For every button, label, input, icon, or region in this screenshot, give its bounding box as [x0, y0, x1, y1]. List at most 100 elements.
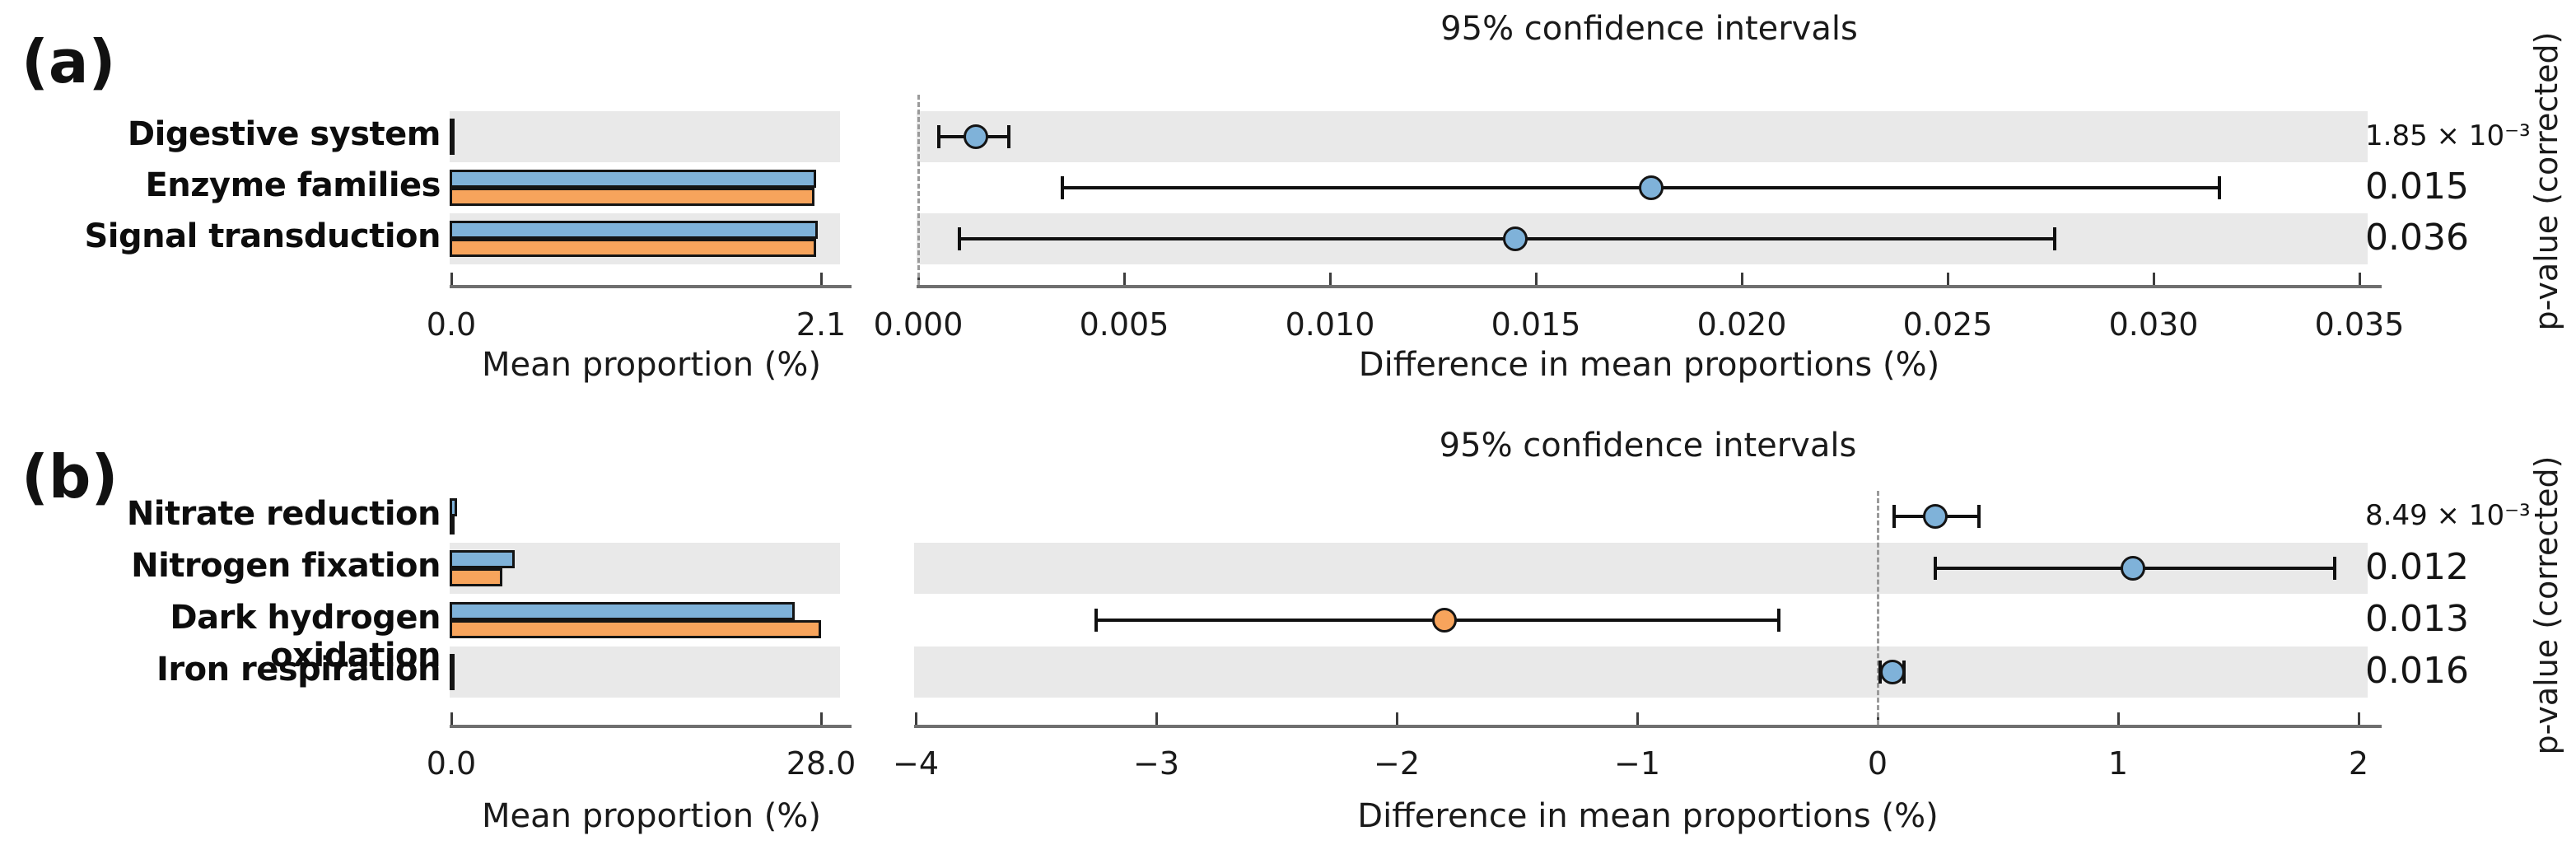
mean-axis-tick-label: 28.0 — [786, 745, 856, 782]
category-label: Nitrate reduction — [126, 495, 441, 533]
mean-bar-blue — [450, 550, 515, 568]
row-band — [450, 647, 840, 698]
ci-cap-high — [2332, 557, 2336, 580]
ci-mean-dot — [1923, 504, 1948, 529]
diff-axis-tick-label: −2 — [1373, 745, 1421, 782]
confidence-interval-title: 95% confidence intervals — [1439, 427, 1857, 465]
ci-cap-low — [937, 125, 940, 148]
diff-axis-tick — [1396, 712, 1398, 725]
row-band — [450, 111, 840, 162]
ci-mean-dot — [1432, 608, 1458, 633]
ci-cap-high — [1777, 609, 1781, 632]
mean-bar-orange — [450, 672, 455, 690]
mean-bar-blue — [450, 602, 795, 620]
diff-axis-tick — [1535, 273, 1538, 285]
diff-axis-tick — [2153, 273, 2155, 285]
mean-bar-blue — [450, 221, 818, 239]
ci-cap-low — [1061, 176, 1064, 199]
diff-axis-line — [914, 725, 2382, 728]
diff-axis-tick — [2117, 712, 2120, 725]
ci-cap-low — [1094, 609, 1098, 632]
zero-reference-line — [1877, 491, 1879, 725]
ci-cap-high — [1007, 125, 1010, 148]
diff-axis-tick-label: 0.035 — [2314, 306, 2405, 343]
mean-bar-blue — [450, 119, 455, 137]
row-band — [917, 111, 2368, 162]
diff-axis-tick-label: 0.005 — [1079, 306, 1169, 343]
category-label: Dark hydrogen oxidation — [170, 599, 441, 675]
diff-axis-tick-label: −4 — [892, 745, 940, 782]
diff-axis-tick-label: −3 — [1132, 745, 1180, 782]
mean-axis-line — [450, 725, 852, 728]
mean-axis-title: Mean proportion (%) — [482, 797, 821, 835]
p-value: 0.012 — [2365, 546, 2469, 588]
mean-axis-tick — [820, 273, 823, 285]
p-value: 0.015 — [2365, 166, 2469, 208]
diff-axis-tick-label: 0.025 — [1902, 306, 1993, 343]
mean-bar-blue — [450, 498, 457, 516]
mean-bar-orange — [450, 516, 455, 535]
diff-axis-tick-label: 0.010 — [1285, 306, 1375, 343]
diff-axis-tick-label: 1 — [2107, 745, 2129, 782]
p-value-axis-label: p-value (corrected) — [2528, 31, 2564, 331]
ci-cap-high — [2053, 227, 2056, 250]
diff-axis-tick-label: 0 — [1867, 745, 1888, 782]
mean-axis-title: Mean proportion (%) — [482, 346, 821, 384]
category-label: Signal transduction — [84, 217, 441, 255]
p-value: 1.85 × 10⁻³ — [2365, 119, 2531, 152]
category-label: Iron respiration — [156, 651, 441, 689]
diff-axis-tick — [1329, 273, 1332, 285]
panel-letter: (a) — [21, 27, 116, 96]
p-value-axis-label: p-value (corrected) — [2528, 455, 2564, 755]
diff-axis-tick — [1636, 712, 1639, 725]
ci-cap-high — [1976, 505, 1981, 528]
mean-bar-orange — [450, 188, 814, 206]
ci-mean-dot — [1879, 660, 1905, 684]
diff-axis-tick — [1155, 712, 1158, 725]
diff-axis-tick — [1947, 273, 1949, 285]
mean-bar-blue — [450, 170, 816, 188]
mean-bar-orange — [450, 239, 816, 257]
row-band — [914, 647, 2368, 698]
p-value: 8.49 × 10⁻³ — [2365, 499, 2531, 532]
mean-axis-tick-label: 0.0 — [426, 745, 477, 782]
diff-axis-tick — [915, 712, 917, 725]
ci-mean-dot — [1639, 175, 1664, 200]
p-value: 0.036 — [2365, 217, 2469, 259]
diff-axis-tick-label: −1 — [1613, 745, 1661, 782]
ci-cap-low — [958, 227, 961, 250]
ci-mean-dot — [964, 124, 988, 149]
mean-bar-orange — [450, 620, 821, 638]
diff-axis-line — [917, 285, 2382, 288]
diff-axis-tick — [2359, 273, 2361, 285]
mean-axis-tick — [450, 273, 453, 285]
ci-cap-high — [2218, 176, 2221, 199]
ci-mean-dot — [2120, 556, 2145, 581]
mean-axis-tick-label: 2.1 — [796, 306, 847, 343]
diff-axis-tick-label: 0.015 — [1491, 306, 1581, 343]
p-value: 0.016 — [2365, 650, 2469, 692]
category-label: Enzyme families — [145, 166, 441, 204]
diff-axis-tick-label: 2 — [2348, 745, 2369, 782]
confidence-interval-title: 95% confidence intervals — [1440, 10, 1858, 48]
ci-cap-low — [1934, 557, 1938, 580]
mean-bar-blue — [450, 654, 455, 672]
diff-axis-tick — [1123, 273, 1126, 285]
diff-axis-tick — [2358, 712, 2360, 725]
category-label: Nitrogen fixation — [131, 547, 441, 585]
mean-axis-line — [450, 285, 852, 288]
mean-bar-orange — [450, 568, 503, 586]
zero-reference-line — [917, 95, 920, 285]
diff-axis-tick-label: 0.030 — [2108, 306, 2199, 343]
diff-axis-tick — [1741, 273, 1743, 285]
panel-letter: (b) — [21, 442, 119, 511]
mean-axis-tick — [820, 712, 823, 725]
p-value: 0.013 — [2365, 598, 2469, 640]
diff-axis-tick-label: 0.020 — [1696, 306, 1787, 343]
mean-axis-tick-label: 0.0 — [426, 306, 477, 343]
ci-cap-low — [1892, 505, 1897, 528]
mean-axis-tick — [450, 712, 453, 725]
diff-axis-tick-label: 0.000 — [873, 306, 964, 343]
ci-mean-dot — [1503, 226, 1528, 251]
